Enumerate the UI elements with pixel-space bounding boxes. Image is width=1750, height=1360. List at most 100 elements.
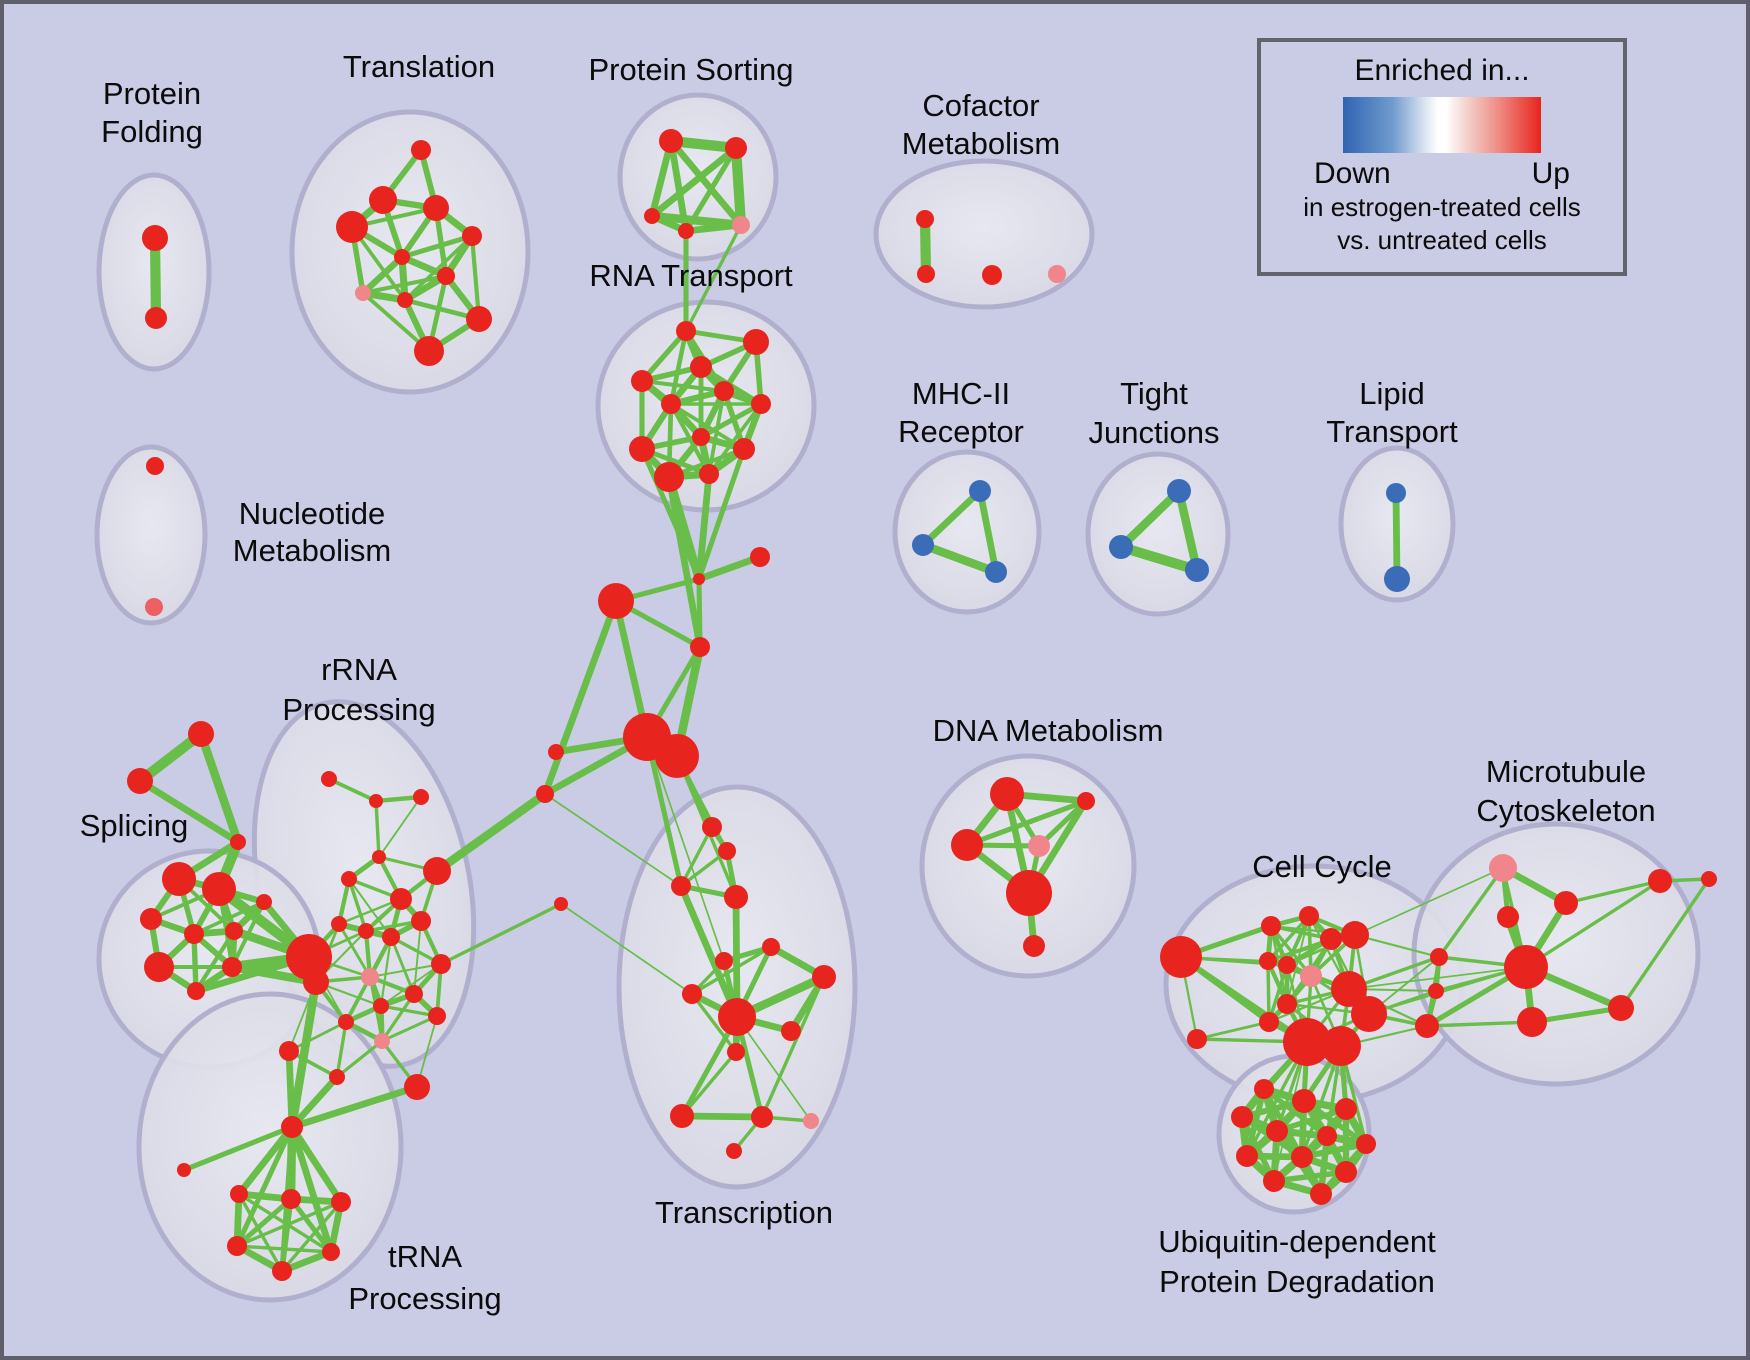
node-cc8[interactable] xyxy=(1259,952,1277,970)
node-tx10[interactable] xyxy=(781,1021,801,1041)
node-rr4[interactable] xyxy=(372,850,386,864)
node-mc8[interactable] xyxy=(1701,871,1717,887)
node-rr16[interactable] xyxy=(338,1014,354,1030)
node-ub6[interactable] xyxy=(1317,1126,1337,1146)
node-tx15[interactable] xyxy=(726,1143,742,1159)
node-mh3[interactable] xyxy=(985,561,1007,583)
node-sp7[interactable] xyxy=(187,982,205,1000)
node-tr3[interactable] xyxy=(230,1185,248,1203)
node-cc5[interactable] xyxy=(1320,928,1342,950)
node-ps4[interactable] xyxy=(678,223,694,239)
node-ub3[interactable] xyxy=(1335,1098,1357,1120)
node-nm1[interactable] xyxy=(146,457,164,475)
node-rr14[interactable] xyxy=(405,985,423,1003)
node-rr23[interactable] xyxy=(286,934,332,980)
node-ub1[interactable] xyxy=(1254,1079,1274,1099)
node-cf1[interactable] xyxy=(916,210,934,228)
node-nt10[interactable] xyxy=(733,438,755,460)
node-cc15[interactable] xyxy=(1321,1026,1361,1066)
node-ub8[interactable] xyxy=(1236,1145,1258,1167)
node-ps1[interactable] xyxy=(659,129,683,153)
node-mh1[interactable] xyxy=(969,480,991,502)
node-ub9[interactable] xyxy=(1291,1146,1313,1168)
node-sp5[interactable] xyxy=(225,922,243,940)
node-cc17[interactable] xyxy=(1428,983,1444,999)
node-st3[interactable] xyxy=(230,834,246,850)
node-ub11[interactable] xyxy=(1263,1170,1285,1192)
node-tr2[interactable] xyxy=(177,1163,191,1177)
node-rr12[interactable] xyxy=(431,954,451,974)
node-tr7[interactable] xyxy=(322,1243,340,1261)
node-cc16[interactable] xyxy=(1430,948,1448,966)
node-tx9[interactable] xyxy=(718,998,756,1036)
node-nt11[interactable] xyxy=(654,462,684,492)
node-ub2[interactable] xyxy=(1292,1089,1316,1113)
node-sp9[interactable] xyxy=(256,894,272,910)
node-cc18[interactable] xyxy=(1415,1014,1439,1038)
node-cc2[interactable] xyxy=(1187,1029,1207,1049)
node-rr15[interactable] xyxy=(373,998,389,1014)
node-rr10[interactable] xyxy=(382,928,400,946)
node-tl3[interactable] xyxy=(423,195,449,221)
node-rr9[interactable] xyxy=(358,923,374,939)
node-rr18[interactable] xyxy=(374,1033,390,1049)
node-tr5[interactable] xyxy=(331,1192,351,1212)
node-pf2[interactable] xyxy=(145,307,167,329)
node-lt2[interactable] xyxy=(1384,566,1410,592)
node-mc6[interactable] xyxy=(1608,995,1634,1021)
node-nt3[interactable] xyxy=(690,356,712,378)
node-sp1[interactable] xyxy=(162,862,196,896)
node-ub7[interactable] xyxy=(1356,1134,1376,1154)
node-rr5[interactable] xyxy=(341,871,357,887)
node-rr24[interactable] xyxy=(303,969,329,995)
node-tl4[interactable] xyxy=(336,211,368,243)
node-dm3[interactable] xyxy=(951,829,983,861)
node-rr22[interactable] xyxy=(329,1069,345,1085)
node-tx11[interactable] xyxy=(727,1043,745,1061)
node-ps2[interactable] xyxy=(725,137,747,159)
node-tx13[interactable] xyxy=(751,1106,773,1128)
node-rr2[interactable] xyxy=(369,794,383,808)
node-rr13[interactable] xyxy=(361,968,379,986)
node-cf4[interactable] xyxy=(1048,265,1066,283)
node-cf2[interactable] xyxy=(917,265,935,283)
node-tj2[interactable] xyxy=(1109,535,1133,559)
node-rr11[interactable] xyxy=(411,911,431,931)
node-tx5[interactable] xyxy=(762,938,780,956)
node-nt6[interactable] xyxy=(751,394,771,414)
node-tj1[interactable] xyxy=(1167,479,1191,503)
node-rr17[interactable] xyxy=(428,1007,446,1025)
node-mc2[interactable] xyxy=(1554,891,1578,915)
node-dm4[interactable] xyxy=(1028,835,1050,857)
node-mh2[interactable] xyxy=(912,534,934,556)
node-tl7[interactable] xyxy=(437,267,455,285)
node-bb1[interactable] xyxy=(693,573,705,585)
node-cc10[interactable] xyxy=(1259,1012,1279,1032)
node-ps5[interactable] xyxy=(732,216,750,234)
node-ub12[interactable] xyxy=(1310,1183,1332,1205)
node-st2[interactable] xyxy=(127,768,153,794)
node-tx4[interactable] xyxy=(724,885,748,909)
node-cc14[interactable] xyxy=(1283,1018,1331,1066)
node-nt4[interactable] xyxy=(631,370,653,392)
node-cc7[interactable] xyxy=(1300,965,1322,987)
node-tx12[interactable] xyxy=(670,1104,694,1128)
node-tr6[interactable] xyxy=(227,1236,247,1256)
node-tl6[interactable] xyxy=(394,249,410,265)
node-dm2[interactable] xyxy=(1077,792,1095,810)
node-bb8[interactable] xyxy=(536,785,554,803)
node-bb9[interactable] xyxy=(554,897,568,911)
node-cc3[interactable] xyxy=(1261,916,1281,936)
node-ps3[interactable] xyxy=(644,208,660,224)
node-mc4[interactable] xyxy=(1504,945,1548,989)
node-cc4[interactable] xyxy=(1299,906,1319,926)
node-nt9[interactable] xyxy=(629,436,655,462)
node-tx3[interactable] xyxy=(671,876,691,896)
node-rr3[interactable] xyxy=(413,789,429,805)
node-ub4[interactable] xyxy=(1231,1106,1253,1128)
node-dm1[interactable] xyxy=(990,777,1024,811)
node-tx6[interactable] xyxy=(715,952,733,970)
node-st1[interactable] xyxy=(188,721,214,747)
node-mc1[interactable] xyxy=(1489,854,1517,882)
node-lt1[interactable] xyxy=(1386,483,1406,503)
